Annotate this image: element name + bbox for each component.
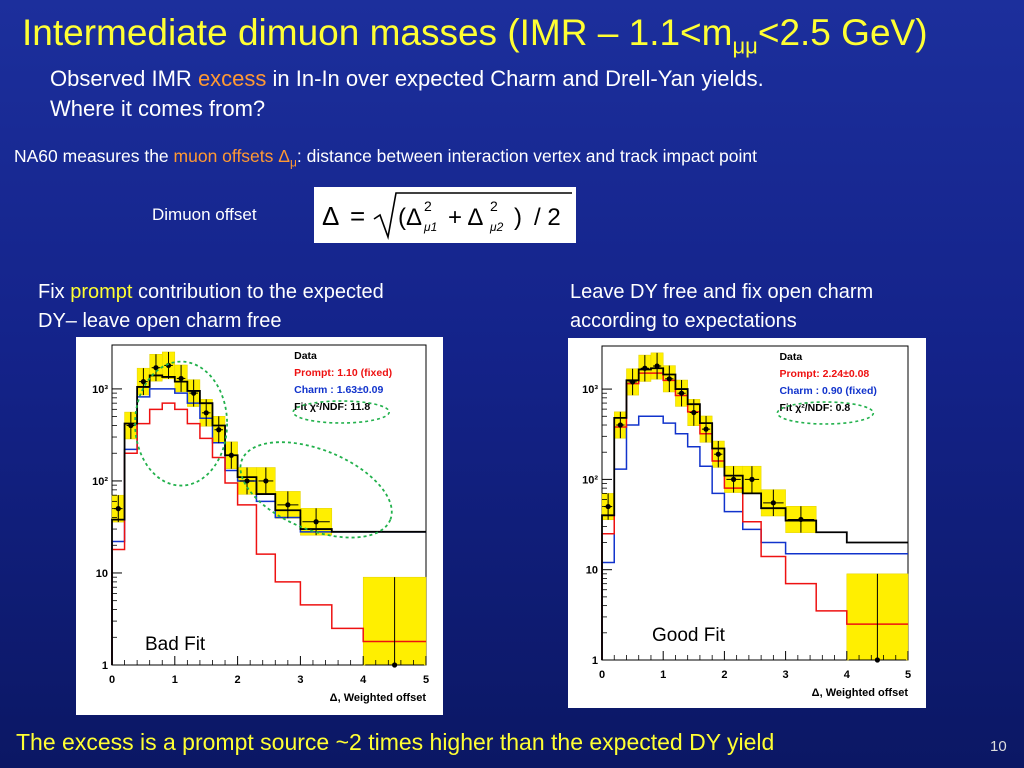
left-offset-histogram: 0 1 2 3 4 5Δ, Weighted offset11010²10³DataPro… [92, 344, 429, 704]
svg-text:): ) [514, 204, 522, 231]
legend-entry: Prompt: 2.24±0.08 [779, 368, 869, 380]
data-point [770, 500, 776, 506]
legend-entry: Fit χ²/NDF: 11.8 [294, 401, 370, 413]
svg-text:=: = [350, 201, 365, 231]
x-tick-label: 0 [599, 669, 605, 681]
svg-text:Δ: Δ [322, 201, 339, 231]
x-axis-label: Δ, Weighted offset [812, 687, 909, 699]
y-tick-label: 10² [92, 476, 108, 488]
right-plot-panel: 0 1 2 3 4 5 Δ, Weighted offset 1 10 10² 10³ Data Pro… [568, 338, 926, 708]
data-point [203, 410, 209, 416]
chi2-highlight-ellipse [292, 400, 391, 424]
data-point [798, 516, 804, 523]
legend-entry: Prompt: 1.10 (fixed) [294, 367, 392, 379]
svg-text:2: 2 [424, 198, 432, 214]
data-point [153, 365, 159, 371]
peak-highlight-ellipse [134, 360, 228, 487]
data-point [228, 452, 234, 458]
data-point [703, 426, 709, 432]
svg-text:μ2: μ2 [489, 220, 504, 234]
data-point [115, 506, 121, 512]
data-point [630, 379, 636, 385]
x-tick-label: 1 [660, 669, 666, 681]
y-tick-label: 10² [582, 474, 598, 486]
x-tick-label: 3 [297, 674, 303, 686]
data-point [730, 476, 737, 482]
data-point [666, 376, 672, 382]
data-point [140, 379, 146, 385]
y-tick-label: 10 [586, 565, 598, 577]
right-caption: Leave DY free and fix open charm accordi… [570, 281, 874, 332]
legend-entry: Data [294, 350, 317, 362]
x-tick-label: 0 [109, 674, 115, 686]
data-point [313, 519, 319, 525]
legend-entry: Data [779, 351, 802, 363]
data-point [263, 478, 269, 484]
good-fit-label: Good Fit [652, 625, 725, 646]
excess-word: excess [197, 66, 267, 91]
data-point [244, 478, 250, 484]
data-point [392, 662, 398, 668]
svg-text:+ Δ: + Δ [448, 204, 483, 231]
x-tick-label: 1 [172, 674, 178, 686]
legend-entry: Fit χ²/NDF: 0.8 [779, 402, 850, 414]
slide-title: Intermediate dimuon masses (IMR – 1.1<mμ… [22, 12, 928, 59]
data-point [691, 409, 697, 416]
svg-text:2: 2 [490, 198, 498, 214]
tail-highlight-ellipse [239, 441, 393, 539]
data-point [874, 657, 880, 663]
y-tick-label: 10³ [582, 384, 598, 396]
chi2-highlight-ellipse [776, 401, 875, 425]
conclusion-line: The excess is a prompt source ~2 times h… [16, 729, 775, 755]
legend-entry: Charm : 1.63±0.09 [294, 384, 383, 396]
bad-fit-label: Bad Fit [145, 634, 206, 655]
y-tick-label: 1 [102, 660, 108, 672]
data-point [678, 390, 685, 396]
legend-entry: Charm : 0.90 (fixed) [779, 385, 876, 397]
dimuon-offset-formula: Δ = (Δ 2 μ1 + Δ 2 μ2 ) / 2 [314, 187, 576, 243]
data-point [285, 502, 291, 508]
svg-text:/ 2: / 2 [534, 204, 561, 231]
y-tick-label: 1 [592, 655, 598, 667]
right-offset-histogram: 0 1 2 3 4 5Δ, Weighted offset11010²10³DataPro… [582, 345, 911, 699]
y-tick-label: 10 [96, 568, 108, 580]
na60-statement: NA60 measures the muon offsets Δμ: dista… [14, 146, 758, 170]
x-tick-label: 3 [783, 669, 789, 681]
slide-subtitle: Observed IMR excess in In-In over expect… [50, 66, 764, 121]
x-tick-label: 4 [360, 674, 367, 686]
data-point [749, 476, 755, 482]
x-axis-label: Δ, Weighted offset [330, 692, 427, 704]
data-point [128, 422, 134, 429]
series-line-2 [601, 415, 908, 660]
data-point [216, 427, 222, 433]
svg-text:(Δ: (Δ [398, 204, 422, 231]
y-tick-label: 10³ [92, 384, 108, 396]
svg-text:μ1: μ1 [423, 220, 437, 234]
dimuon-offset-label: Dimuon offset [152, 205, 257, 224]
data-point [642, 365, 648, 371]
page-number: 10 [990, 738, 1007, 755]
data-point [191, 390, 197, 396]
series-line-1 [111, 402, 426, 665]
data-point [715, 451, 721, 457]
data-point [178, 375, 184, 382]
x-tick-label: 4 [844, 669, 851, 681]
x-tick-label: 2 [721, 669, 727, 681]
left-caption: Fix prompt contribution to the expected … [38, 281, 384, 332]
data-point [617, 422, 623, 428]
x-tick-label: 2 [235, 674, 241, 686]
data-point [605, 503, 611, 510]
data-point [654, 363, 660, 369]
x-tick-label: 5 [905, 669, 911, 681]
left-plot-panel: 0 1 2 3 4 5 Δ, Weighted offset 1 10 10² 10³ Data Pro… [76, 337, 443, 715]
x-tick-label: 5 [423, 674, 429, 686]
